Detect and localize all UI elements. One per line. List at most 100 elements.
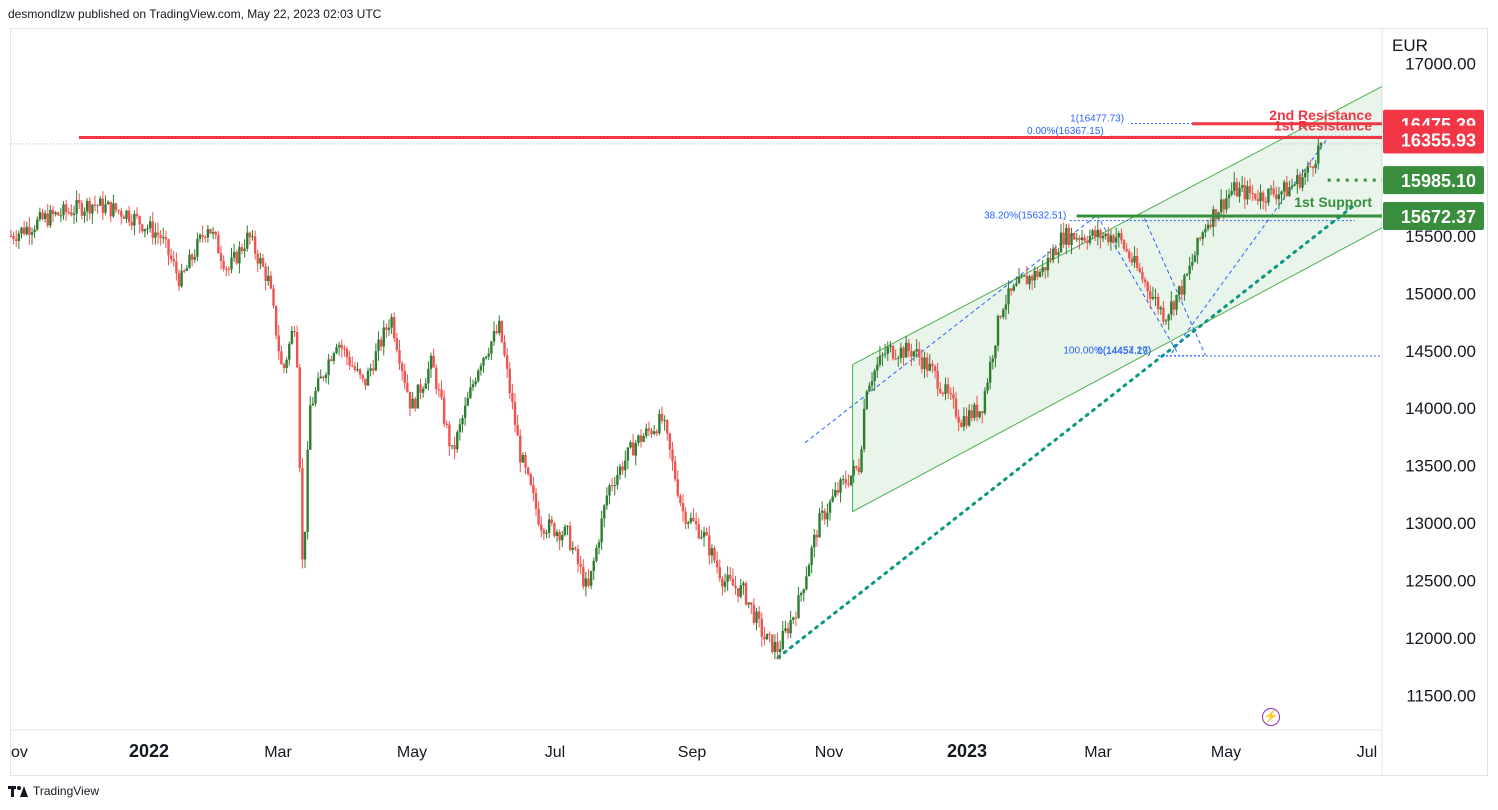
candle-body	[306, 449, 309, 532]
candle-body	[870, 381, 874, 386]
candle-body	[474, 381, 477, 385]
candle-body	[697, 524, 700, 539]
candle-body	[513, 402, 517, 425]
candle-body	[1002, 309, 1005, 318]
candle-body	[757, 611, 761, 619]
candle-body	[516, 424, 519, 436]
candle-body	[340, 344, 343, 349]
candle-body	[353, 366, 357, 370]
candle-body	[967, 410, 971, 426]
candle-body	[112, 203, 115, 217]
candle-body	[689, 517, 693, 523]
candle-body	[986, 382, 989, 391]
fib-level-label: 1(16477.73)	[1070, 113, 1124, 124]
candle-body	[366, 370, 370, 386]
candle-body	[1311, 166, 1315, 169]
candle-body	[225, 268, 228, 270]
candle-body	[765, 633, 769, 640]
candle-body	[626, 447, 630, 461]
candle-body	[568, 525, 572, 550]
candle-body	[440, 389, 443, 398]
chart-frame[interactable]	[10, 28, 1488, 776]
candle-body	[584, 578, 588, 587]
candle-body	[1248, 186, 1252, 193]
candle-body	[248, 232, 252, 238]
candle-body	[647, 428, 651, 431]
candle-body	[865, 391, 868, 409]
candle-body	[67, 212, 70, 214]
x-tick-label: Sep	[678, 744, 707, 761]
candle-body	[217, 234, 220, 254]
support-trendline	[776, 203, 1357, 660]
candle-body	[127, 210, 131, 222]
candle-body	[324, 374, 328, 378]
fib-diagonal	[1171, 137, 1329, 354]
candle-body	[1004, 304, 1008, 310]
fib-level-label: 0.00%(16367.15)	[1027, 126, 1104, 137]
candle-body	[188, 254, 191, 269]
candle-body	[288, 343, 291, 360]
y-tick-label: 13500.00	[1405, 457, 1476, 476]
x-tick-label: ov	[11, 744, 28, 761]
candle-body	[1193, 255, 1197, 262]
candle-body	[778, 648, 782, 652]
candle-body	[466, 397, 469, 406]
candle-body	[886, 347, 889, 354]
candle-body	[946, 384, 950, 394]
candle-body	[553, 523, 556, 536]
candle-body	[209, 229, 212, 234]
candle-body	[574, 547, 577, 550]
candle-body	[138, 216, 141, 225]
candle-body	[1080, 237, 1084, 241]
candle-body	[566, 525, 569, 527]
candle-body	[891, 345, 895, 359]
candle-body	[897, 357, 900, 360]
candle-body	[1167, 314, 1170, 321]
candle-body	[660, 413, 664, 421]
candle-body	[600, 518, 603, 543]
candle-body	[1130, 258, 1134, 263]
candle-body	[1209, 224, 1212, 227]
candle-body	[545, 532, 548, 534]
candle-body	[348, 357, 351, 366]
level-name-label: 2nd Resistance	[1269, 107, 1372, 123]
candle-body	[227, 268, 231, 270]
candle-body	[534, 493, 538, 509]
candle-body	[469, 387, 472, 398]
candle-body	[285, 359, 288, 368]
candle-body	[1293, 184, 1296, 186]
candle-body	[314, 390, 317, 404]
candle-body	[162, 237, 165, 239]
candle-body	[634, 442, 637, 456]
candle-body	[12, 236, 15, 240]
candle-body	[631, 442, 635, 456]
candle-body	[999, 315, 1002, 318]
footer-brand: TradingView	[33, 784, 100, 798]
candle-body	[219, 253, 223, 261]
fib-level-label: 0(14454.19)	[1097, 346, 1151, 357]
candle-body	[781, 630, 784, 649]
candle-body	[526, 467, 530, 474]
candle-body	[1067, 227, 1071, 246]
lightning-icon[interactable]: ⚡	[1262, 708, 1280, 726]
candle-body	[395, 338, 399, 351]
candle-body	[610, 485, 614, 487]
candle-body	[1038, 272, 1042, 277]
candle-body	[608, 485, 611, 496]
candle-body	[1020, 276, 1023, 278]
candle-body	[629, 442, 632, 448]
candle-body	[117, 210, 120, 212]
candle-body	[868, 385, 871, 392]
candle-body	[30, 232, 34, 235]
candle-body	[1062, 232, 1065, 245]
candle-body	[204, 236, 207, 238]
candle-body	[400, 363, 404, 371]
x-tick-label: 2023	[947, 741, 987, 761]
candle-body	[907, 342, 910, 352]
candle-body	[931, 363, 934, 367]
candle-body	[1023, 275, 1026, 277]
y-tick-label: 12000.00	[1405, 629, 1476, 648]
candle-body	[78, 200, 81, 204]
candle-body	[671, 449, 674, 462]
